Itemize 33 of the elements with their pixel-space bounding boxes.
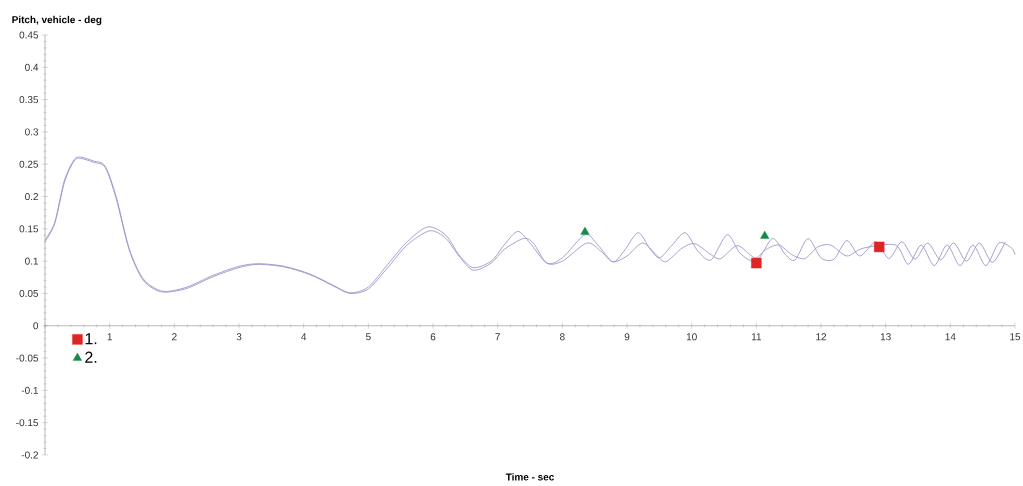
legend-label: 2. <box>85 351 97 363</box>
x-tick-label: 4 <box>301 333 307 341</box>
x-tick-label: 2 <box>172 333 177 341</box>
y-tick-label: -0.05 <box>16 354 39 362</box>
legend-label: 1. <box>85 333 97 345</box>
x-tick-label: 15 <box>1010 333 1021 341</box>
y-tick-label: -0.15 <box>16 419 39 427</box>
x-tick-label: 12 <box>816 333 827 341</box>
x-axis-title: Time - sec <box>505 473 554 481</box>
x-tick-label: 10 <box>686 333 697 341</box>
y-tick-label: -0.2 <box>21 451 38 459</box>
y-tick-label: 0.15 <box>19 225 39 233</box>
y-tick-label: 0.05 <box>19 289 39 297</box>
y-tick-label: 0.25 <box>19 160 39 168</box>
x-tick-label: 13 <box>880 333 891 341</box>
y-tick-label: -0.1 <box>21 386 39 394</box>
x-tick-label: 11 <box>751 333 762 341</box>
y-tick-label: 0.45 <box>19 31 39 39</box>
x-tick-label: 6 <box>430 333 436 341</box>
y-tick-label: 0.1 <box>25 257 39 265</box>
x-tick-label: 1 <box>107 333 112 341</box>
y-axis-title: Pitch, vehicle - deg <box>12 15 102 26</box>
x-tick-label: 9 <box>624 333 630 341</box>
y-tick-label: 0.4 <box>25 63 39 71</box>
y-tick-label: 0 <box>33 322 39 330</box>
y-tick-label: 0.3 <box>25 128 39 136</box>
y-tick-label: 0.35 <box>19 96 39 104</box>
x-tick-label: 7 <box>495 333 500 341</box>
x-tick-label: 3 <box>236 333 242 341</box>
x-tick-label: 8 <box>560 333 565 341</box>
x-tick-label: 5 <box>365 333 371 341</box>
y-tick-label: 0.2 <box>25 193 38 201</box>
x-tick-label: 14 <box>945 333 956 341</box>
